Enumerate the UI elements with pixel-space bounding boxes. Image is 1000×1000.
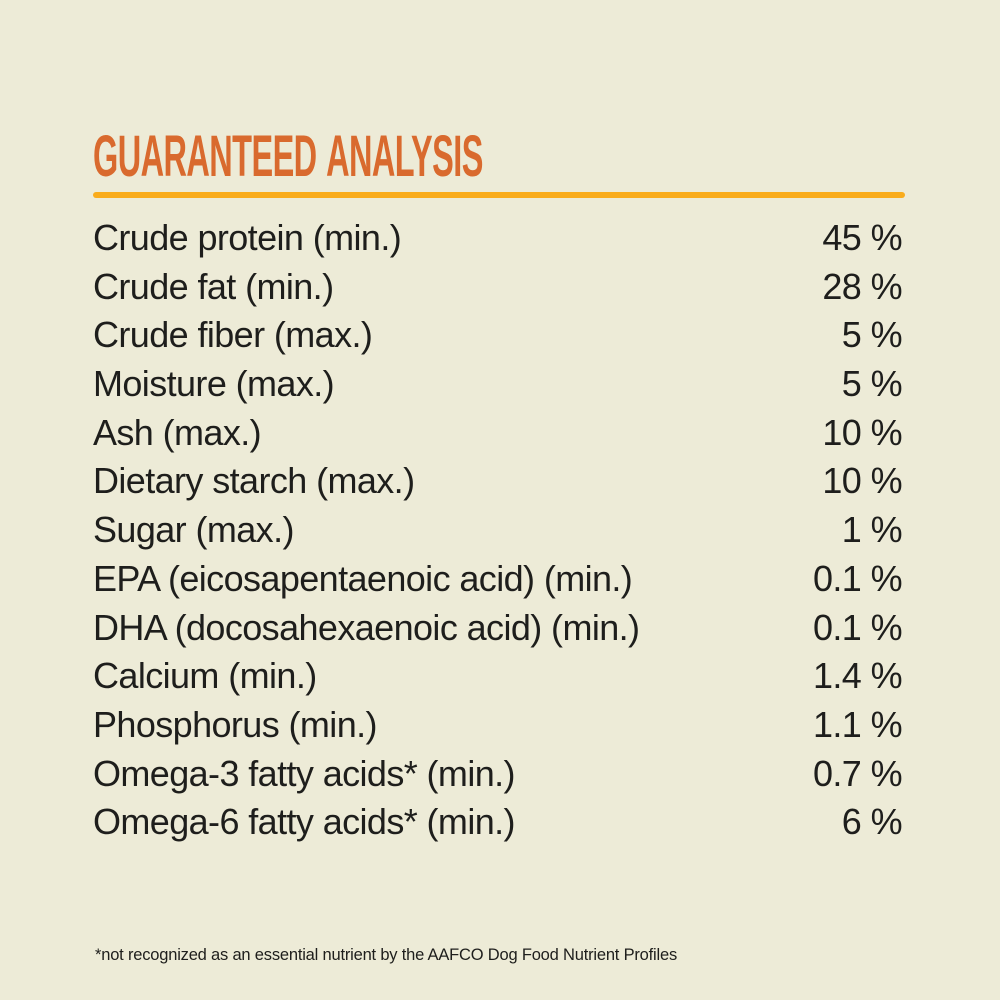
nutrient-value: 0.1 % — [812, 606, 903, 648]
nutrient-label: Moisture (max.) — [93, 363, 335, 405]
nutrient-value: 45 % — [822, 217, 902, 258]
analysis-table: Crude protein (min.) 45 % Crude fat (min.)… — [93, 214, 903, 847]
table-row: Sugar (max.) 1 % — [93, 506, 903, 555]
nutrient-value: 5 % — [841, 363, 903, 405]
table-row: Omega-6 fatty acids* (min.) 6 % — [93, 798, 903, 847]
table-row: Omega-3 fatty acids* (min.) 0.7 % — [93, 750, 903, 799]
nutrient-label: Ash (max.) — [93, 411, 262, 453]
table-row: Crude protein (min.) 45 % — [93, 214, 903, 263]
nutrient-label: DHA (docosahexaenoic acid) (min.) — [93, 606, 640, 648]
table-row: Ash (max.) 10 % — [93, 409, 903, 458]
nutrient-value: 0.1 % — [812, 557, 903, 599]
nutrient-value: 1.4 % — [812, 655, 903, 697]
table-row: Calcium (min.) 1.4 % — [93, 652, 903, 701]
table-row: Crude fiber (max.) 5 % — [93, 311, 903, 360]
title-divider — [93, 192, 905, 198]
nutrient-value: 1.1 % — [812, 703, 903, 745]
nutrient-value: 5 % — [841, 314, 903, 356]
nutrient-label: Calcium (min.) — [93, 655, 317, 697]
nutrient-label: Dietary starch (max.) — [93, 460, 415, 502]
table-row: Phosphorus (min.) 1.1 % — [93, 701, 903, 750]
table-row: EPA (eicosapentaenoic acid) (min.) 0.1 % — [93, 555, 903, 604]
nutrient-label: Sugar (max.) — [93, 509, 294, 551]
nutrient-label: Omega-3 fatty acids* (min.) — [93, 752, 516, 794]
table-row: Moisture (max.) 5 % — [93, 360, 903, 409]
page-title: GUARANTEED ANALYSIS — [93, 124, 483, 189]
nutrient-value: 6 % — [841, 801, 903, 843]
table-row: Dietary starch (max.) 10 % — [93, 457, 903, 506]
nutrient-label: Phosphorus (min.) — [93, 703, 378, 745]
nutrient-value: 10 % — [822, 411, 902, 453]
nutrient-value: 0.7 % — [812, 752, 903, 794]
table-row: Crude fat (min.) 28 % — [93, 263, 903, 312]
nutrient-label: Omega-6 fatty acids* (min.) — [93, 801, 516, 843]
nutrient-label: Crude fat (min.) — [93, 265, 334, 307]
table-row: DHA (docosahexaenoic acid) (min.) 0.1 % — [93, 604, 903, 653]
nutrient-value: 10 % — [822, 460, 902, 502]
nutrient-value: 1 % — [841, 509, 903, 551]
nutrient-label: Crude fiber (max.) — [93, 314, 373, 356]
nutrient-label: EPA (eicosapentaenoic acid) (min.) — [93, 557, 633, 599]
nutrient-value: 28 % — [822, 265, 902, 307]
footnote: *not recognized as an essential nutrient… — [95, 946, 677, 964]
nutrient-label: Crude protein (min.) — [93, 217, 402, 258]
